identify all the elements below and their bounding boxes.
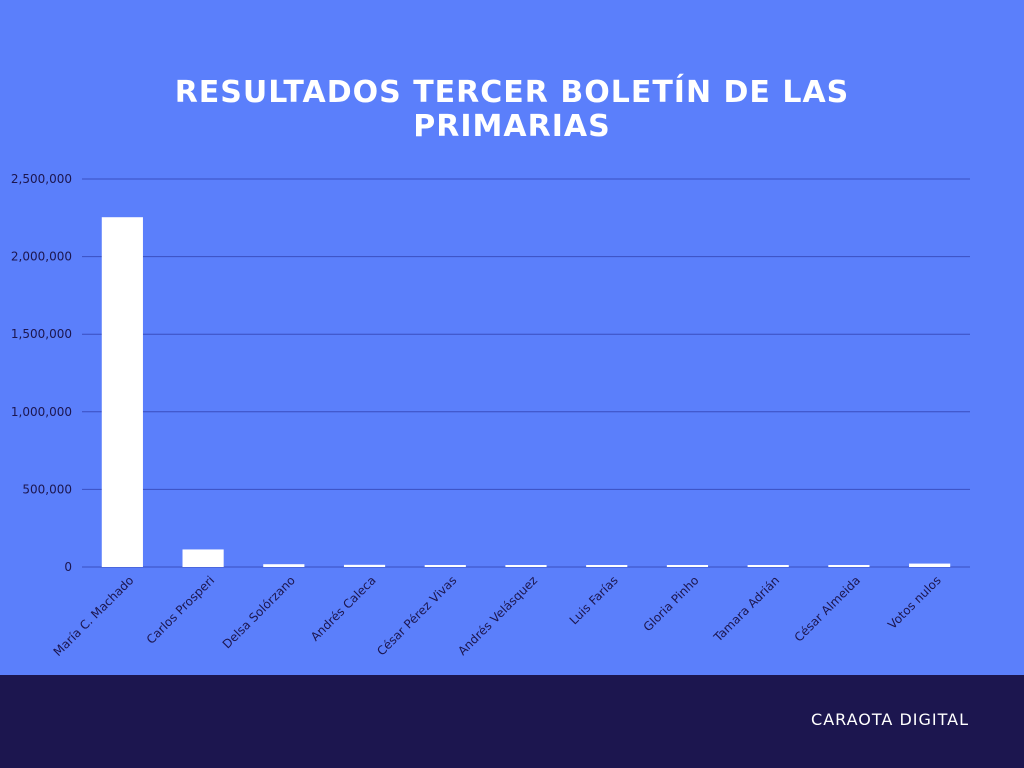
x-tick-label: María C. Machado <box>51 573 137 659</box>
y-tick-label: 1,500,000 <box>11 327 72 341</box>
x-axis-tick-labels: María C. Machado Carlos Prosperi Delsa Sol… <box>51 573 944 659</box>
bars <box>101 217 951 567</box>
y-tick-label: 1,000,000 <box>11 405 72 419</box>
gridlines <box>82 178 970 568</box>
bar <box>747 565 789 567</box>
bar <box>505 565 547 567</box>
x-tick-label: Gloria Pinho <box>641 573 702 634</box>
bar <box>828 565 870 567</box>
x-tick-label: César Pérez Vivas <box>374 573 459 658</box>
x-tick-label: Delsa Solórzano <box>220 573 298 651</box>
x-tick-label: César Almeida <box>792 573 863 644</box>
chart-title: RESULTADOS TERCER BOLETÍN DE LAS PRIMARI… <box>174 75 850 144</box>
bar <box>666 565 709 567</box>
y-axis-tick-labels: 0 500,000 1,000,000 1,500,000 2,000,000 2,500… <box>11 172 72 574</box>
x-tick-label: Andrés Velásquez <box>455 573 540 658</box>
y-tick-label: 500,000 <box>22 482 72 496</box>
x-tick-label: Luis Farías <box>567 573 621 627</box>
bar-chart: 0 500,000 1,000,000 1,500,000 2,000,000 2,500… <box>11 172 970 659</box>
x-tick-label: Andrés Caleca <box>308 573 379 644</box>
bar <box>424 565 466 567</box>
brand-label: CARAOTA DIGITAL <box>811 710 969 729</box>
y-tick-label: 0 <box>64 560 72 574</box>
bar <box>343 564 386 567</box>
x-tick-label: Tamara Adrián <box>710 573 782 645</box>
bar <box>909 563 951 567</box>
x-tick-label: Carlos Prosperi <box>144 573 218 647</box>
bar <box>182 549 224 567</box>
y-tick-label: 2,500,000 <box>11 172 72 186</box>
bar <box>263 564 305 567</box>
footer-bar: CARAOTA DIGITAL <box>0 675 1024 768</box>
y-tick-label: 2,000,000 <box>11 250 72 264</box>
bar <box>586 565 628 567</box>
x-tick-label: Votos nulos <box>885 573 944 632</box>
bar <box>101 217 143 567</box>
